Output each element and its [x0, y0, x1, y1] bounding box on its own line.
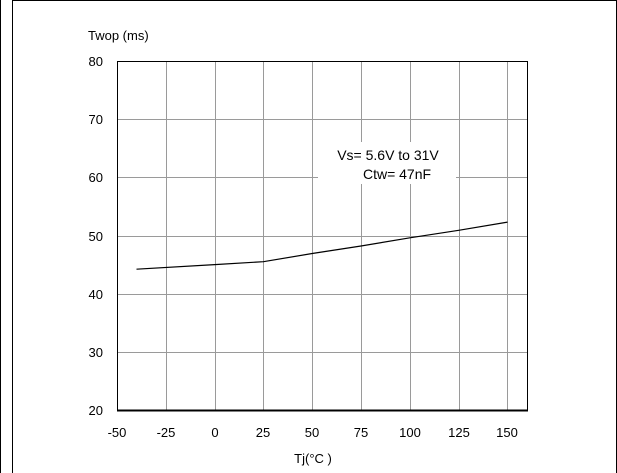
y-tick-labels: 20 30 40 50 60 70 80 [89, 54, 103, 418]
annotation-line-1: Vs= 5.6V to 31V [337, 147, 439, 163]
x-tick-label: 50 [305, 425, 319, 440]
x-tick-label: 75 [354, 425, 368, 440]
y-tick-label: 80 [89, 54, 103, 69]
x-tick-label: 125 [448, 425, 470, 440]
x-tick-label: 100 [399, 425, 421, 440]
y-tick-label: 40 [89, 287, 103, 302]
y-tick-label: 30 [89, 345, 103, 360]
series-line [136, 221, 508, 270]
annotation-background [318, 142, 456, 184]
y-tick-label: 70 [89, 112, 103, 127]
x-tick-label: -25 [157, 425, 176, 440]
y-tick-label: 50 [89, 229, 103, 244]
x-axis-label: Tj(°C ) [294, 451, 332, 466]
x-tick-label: 150 [496, 425, 518, 440]
series-lines [136, 221, 508, 270]
y-tick-label: 60 [89, 170, 103, 185]
gridlines [117, 61, 527, 411]
y-tick-label: 20 [89, 403, 103, 418]
plot-area [117, 61, 528, 412]
x-tick-label: 0 [211, 425, 218, 440]
annotation-line-2: Ctw= 47nF [363, 166, 431, 182]
x-tick-label: 25 [256, 425, 270, 440]
x-tick-labels: -50 -25 0 25 50 75 100 125 150 [108, 425, 518, 440]
x-tick-label: -50 [108, 425, 127, 440]
y-axis-label: Twop (ms) [88, 28, 149, 43]
